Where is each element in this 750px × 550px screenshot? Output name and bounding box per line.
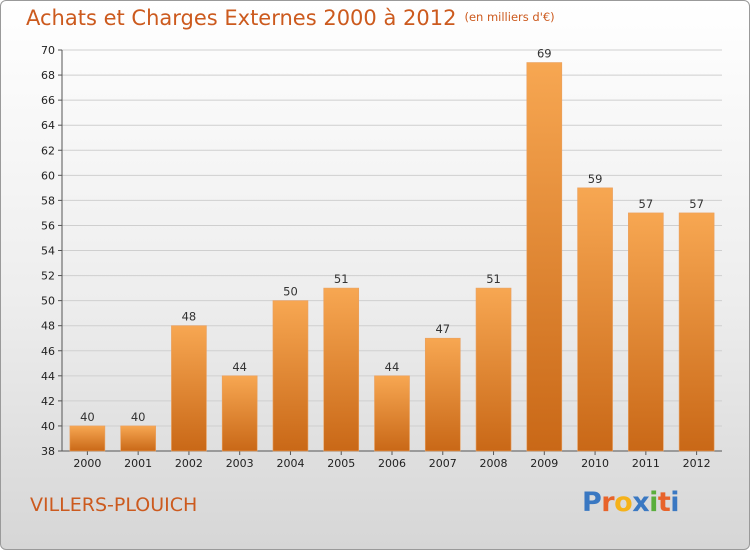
commune-name: VILLERS-PLOUICH [30,494,198,516]
value-label-2006: 44 [385,360,400,374]
data-labels: 40 40 48 44 50 51 44 47 51 69 59 57 57 [80,47,704,424]
x-tick-label-2004: 2004 [276,457,304,470]
x-tick-label-2005: 2005 [327,457,355,470]
value-label-2008: 51 [486,272,501,286]
y-tick-label: 42 [41,395,55,408]
chart-subtitle: (en milliers d'€) [464,10,555,24]
x-tick-label-2008: 2008 [480,457,508,470]
y-tick-label: 52 [41,270,55,283]
x-tick-label-2001: 2001 [124,457,152,470]
bar-2012 [678,212,715,452]
value-label-2000: 40 [80,410,95,424]
bar-2001 [120,425,156,452]
bar-2008 [475,287,512,452]
y-tick-label: 62 [41,144,55,157]
value-label-2011: 57 [639,197,654,211]
logo-letter: i [670,487,680,518]
bar-2006 [374,375,410,452]
bar-2002 [171,325,207,452]
x-tick-label-2006: 2006 [378,457,406,470]
logo-letter: i [649,487,658,518]
proxiti-logo: Proxiti [582,487,680,518]
x-tick-label-2012: 2012 [683,457,711,470]
chart-title-main: Achats et Charges Externes 2000 à 2012 [26,6,457,30]
y-tick-label: 58 [41,194,55,207]
bar-2005 [323,287,360,452]
x-tick-label-2009: 2009 [530,457,558,470]
value-label-2010: 59 [588,172,603,186]
y-tick-label: 46 [41,345,55,358]
bar-2004 [272,300,309,452]
value-label-2007: 47 [435,322,450,336]
bars [69,62,715,452]
logo-letter: x [632,487,650,518]
y-tick-label: 48 [41,320,55,333]
bar-2007 [424,337,461,452]
logo-letter: P [582,487,602,518]
y-tick-label: 54 [41,245,55,258]
value-label-2012: 57 [689,197,704,211]
y-tick-label: 56 [41,219,55,232]
y-tick-label: 64 [41,119,55,132]
x-tick-label-2010: 2010 [581,457,609,470]
bar-2010 [577,187,613,452]
x-tick-label-2007: 2007 [429,457,457,470]
chart-title: Achats et Charges Externes 2000 à 2012 (e… [26,6,555,30]
bar-2003 [221,375,258,452]
value-label-2003: 44 [232,360,247,374]
x-tick-label-2000: 2000 [73,457,101,470]
y-tick-label: 60 [41,169,55,182]
value-label-2009: 69 [537,47,552,61]
x-tick-label-2011: 2011 [632,457,660,470]
value-label-2002: 48 [182,310,197,324]
value-label-2001: 40 [131,410,146,424]
y-tick-label: 50 [41,295,55,308]
logo-letter: r [601,487,615,518]
x-tick-label-2002: 2002 [175,457,203,470]
logo-letter: o [614,487,633,518]
y-tick-label: 68 [41,69,55,82]
y-tick-label: 66 [41,94,55,107]
bar-2009 [526,62,563,452]
bar-2011 [628,212,664,452]
y-tick-label: 44 [41,370,55,383]
logo-letter: t [657,487,671,518]
x-tick-label-2003: 2003 [226,457,254,470]
y-tick-label: 40 [41,420,55,433]
y-tick-label: 70 [41,44,55,57]
value-label-2005: 51 [334,272,349,286]
value-label-2004: 50 [283,285,298,299]
y-tick-label: 38 [41,445,55,458]
bar-2000 [69,425,106,452]
